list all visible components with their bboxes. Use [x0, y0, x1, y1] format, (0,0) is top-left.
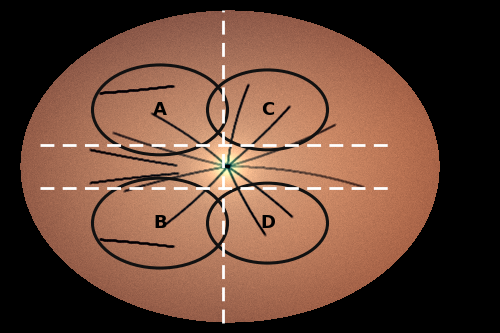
Text: B: B: [153, 214, 167, 232]
Text: A: A: [153, 101, 167, 119]
Text: C: C: [261, 101, 274, 119]
Text: D: D: [260, 214, 275, 232]
